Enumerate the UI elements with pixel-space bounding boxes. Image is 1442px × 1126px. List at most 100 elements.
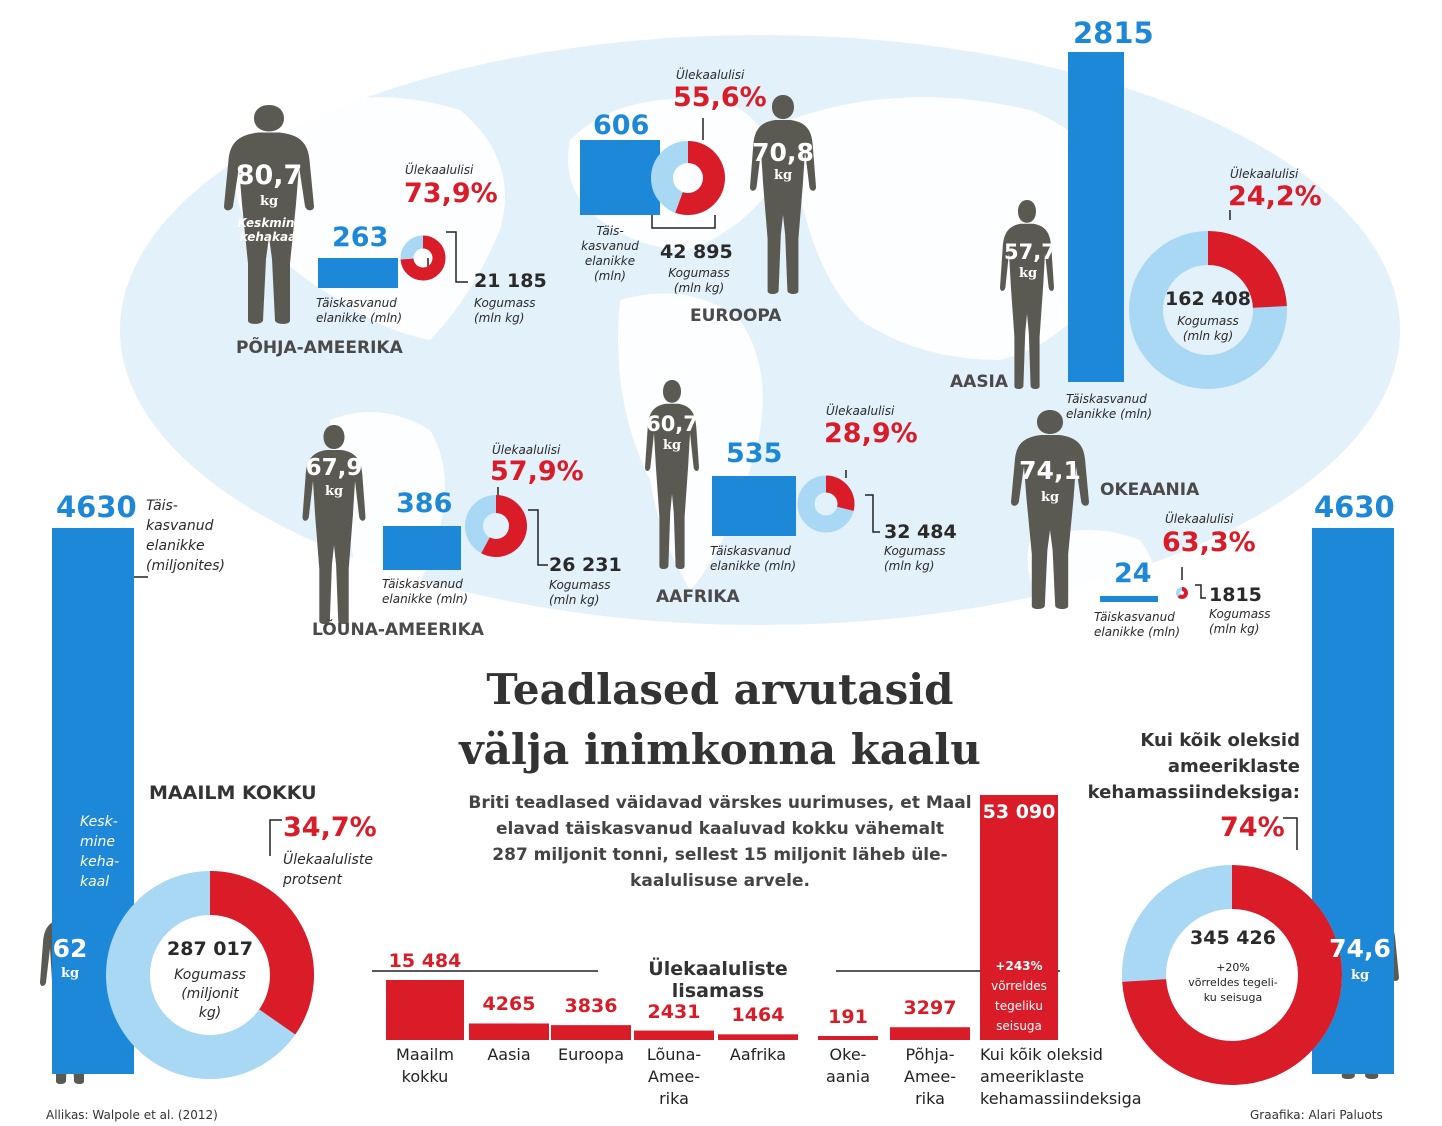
kg-label: kg [1040,490,1060,505]
bar-0 [386,980,464,1040]
category-line: Aasia [487,1045,531,1064]
overweight-pct-oc: 63,3% [1162,527,1256,558]
world-avg-label: Kesk- mine keha- kaal [80,812,119,892]
annotation-line: seisuga [996,1019,1042,1033]
annotation-line: +243% [995,959,1043,973]
caption-line: elanikke [146,538,205,554]
caption-line: +20% [1216,961,1250,974]
bar-4 [718,1034,798,1040]
avg-weight-as: 57,7 [1004,240,1056,264]
heading-line: Kui kõik oleksid [1140,730,1300,751]
caption-line: (mln kg) [673,281,725,295]
bar-value-label: 1464 [731,1004,785,1027]
avg-weight-af: 60,7 [646,412,698,436]
caption-line: ku seisuga [1203,991,1263,1004]
world-mass-caption: Kogumass (miljonit kg) [160,966,260,1023]
mass-label-na: Kogumass (mln kg) [474,296,536,326]
adults-label-oc: Täiskasvanud elanikke (mln) [1094,610,1180,640]
caption-line: kasvanud [581,239,639,253]
adults-eu: 606 [593,110,650,141]
caption-line: Kogumass [474,296,536,310]
caption-line: (mln kg) [884,559,935,573]
lead-line: 287 miljonit tonni, sellest 15 miljonit … [492,845,948,865]
caption-line: Kogumass [549,578,611,592]
usbmi-adults: 4630 [1314,490,1395,524]
bar-category-label: Kui kõik oleksid ameeriklaste kehamassiind… [980,1044,1170,1110]
category-line: aania [826,1067,870,1086]
bar-3 [634,1030,714,1040]
category-line: Põhja- [905,1045,955,1064]
world-adults-label: Täis- kasvanud elanikke (miljonites) [146,496,225,576]
kg-label: kg [60,966,80,981]
caption-line: Täiskasvanud [1066,392,1147,406]
caption-line: elanikke [584,254,636,268]
caption-line: Täiskasvanud [710,544,791,558]
category-line: Maailm [396,1045,454,1064]
adults-label-sa: Täiskasvanud elanikke (mln) [382,577,468,607]
lead-line: Briti teadlased väidavad värskes uurimus… [468,793,972,813]
overweight-pct-as: 24,2% [1228,181,1322,212]
caption-line: kehakaal [239,230,301,244]
usbmi-mass: 345 426 [1190,927,1276,949]
kg-label: kg [773,168,793,183]
category-line: Aafrika [729,1045,787,1064]
adults-na: 263 [332,222,389,253]
overweight-label-af: Ülekaalulisi [826,404,895,418]
world-overweight-caption: Ülekaaluliste protsent [283,850,373,890]
caption-line: (mln) [594,269,626,283]
lead-line: elavad täiskasvanud kaaluvad kokku vähem… [495,819,945,839]
world-overweight-pct: 34,7% [283,812,377,843]
overweight-pct-af: 28,9% [824,418,918,449]
mass-label-oc: Kogumass (mln kg) [1209,607,1271,637]
world-mass: 287 017 [167,938,253,960]
category-line: Kui kõik oleksid [980,1045,1103,1064]
world-avg-weight: 62 [52,934,88,963]
adults-bar-eu [580,140,660,215]
adults-af: 535 [726,438,783,469]
bar-chart-title: Ülekaaluliste lisamass [648,958,788,1002]
region-name-na: PÕHJA-AMEERIKA [236,338,403,358]
bar-value-label: 4265 [482,993,536,1016]
overweight-label-as: Ülekaalulisi [1230,167,1299,181]
overweight-donut-as-overweight-slice [1207,231,1287,309]
caption-line: (mln kg) [1182,329,1234,343]
usbmi-heading: Kui kõik oleksid ameeriklaste kehamassii… [1080,728,1300,806]
adults-sa: 386 [396,488,453,519]
heading-line: ameeriklaste [1167,756,1300,777]
overweight-pct-na: 73,9% [404,178,498,209]
caption-line: Kogumass [668,266,730,280]
overweight-label-eu: Ülekaalulisi [676,68,745,82]
bar-value-label: 3297 [903,997,957,1020]
overweight-donut-oc-overweight-slice [1177,587,1188,599]
adults-bar-as [1068,52,1124,382]
world-donut-overweight-slice [209,871,314,1035]
caption-line: elanikke (mln) [710,559,797,573]
bar-category-label: Maailm kokku [366,1044,484,1088]
caption-line: Täis- [146,498,178,514]
category-line: Lõuna- [646,1045,702,1064]
adults-bar-na [318,258,398,288]
usbmi-avg-weight: 74,6 [1329,934,1391,963]
mass-label-sa: Kogumass (mln kg) [549,578,611,608]
avg-weight-oc: 74,1 [1019,456,1081,485]
caption-line: Kogumass [1209,607,1271,621]
caption-line: mine [80,834,116,850]
caption-line: elanikke (mln) [1094,625,1181,639]
category-line: Amee- [904,1067,956,1086]
mass-as: 162 408 [1165,288,1251,310]
adults-bar-sa [383,526,461,570]
caption-line: (miljonit [181,986,239,1002]
overweight-label-oc: Ülekaalulisi [1165,512,1234,526]
caption-line: Täiskasvanud [316,296,397,310]
overweight-label-sa: Ülekaalulisi [492,443,561,457]
title-line-1: Teadlased arvutasid [486,665,954,714]
region-name-oc: OKEAANIA [1100,480,1200,500]
caption-line: Keskmine [237,216,303,230]
mass-label-as: Kogumass (mln kg) [1158,314,1258,344]
caption-line: kasvanud [146,518,214,534]
bar-category-label: Oke-aania [798,1044,898,1088]
caption-line: Ülekaaluliste [283,852,373,868]
bar-7 [980,795,1058,1040]
